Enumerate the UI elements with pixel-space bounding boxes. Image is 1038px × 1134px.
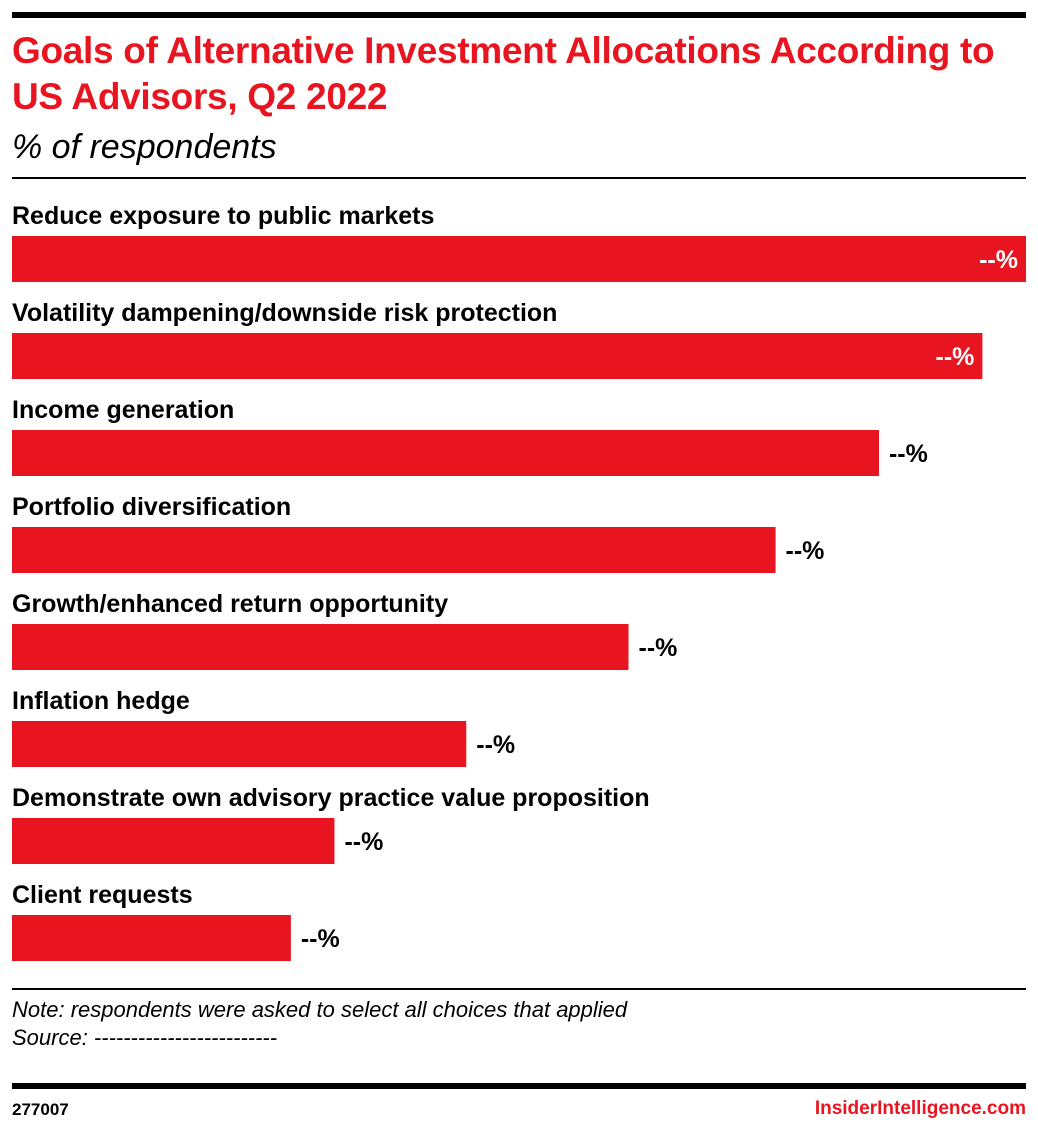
bar bbox=[12, 333, 983, 379]
chart-title: Goals of Alternative Investment Allocati… bbox=[12, 30, 995, 117]
value-label: --% bbox=[979, 246, 1018, 274]
value-label: --% bbox=[786, 537, 825, 565]
bar bbox=[12, 236, 1026, 282]
header-rule bbox=[12, 177, 1026, 179]
top-rule bbox=[12, 12, 1026, 18]
bar-chart: Reduce exposure to public markets --% Vola… bbox=[12, 202, 1026, 961]
bar bbox=[12, 818, 335, 864]
category-label: Client requests bbox=[12, 881, 193, 909]
category-label: Reduce exposure to public markets bbox=[12, 202, 434, 230]
chart-id: 277007 bbox=[12, 1100, 69, 1119]
bar bbox=[12, 721, 467, 767]
chart-source: Source: ------------------------- bbox=[12, 1025, 278, 1050]
value-label: --% bbox=[476, 731, 515, 759]
chart-subtitle: % of respondents bbox=[12, 128, 277, 166]
brand-link[interactable]: InsiderIntelligence.com bbox=[814, 1098, 1026, 1119]
category-label: Income generation bbox=[12, 396, 234, 424]
bar bbox=[12, 624, 629, 670]
category-label: Volatility dampening/downside risk prote… bbox=[12, 299, 557, 327]
footer-rule bbox=[12, 988, 1026, 990]
bar bbox=[12, 915, 291, 961]
bar bbox=[12, 430, 879, 476]
category-label: Demonstrate own advisory practice value … bbox=[12, 784, 650, 812]
bar bbox=[12, 527, 776, 573]
value-label: --% bbox=[344, 828, 383, 856]
value-label: --% bbox=[301, 925, 340, 953]
value-label: --% bbox=[936, 343, 975, 371]
category-label: Portfolio diversification bbox=[12, 493, 291, 521]
category-label: Inflation hedge bbox=[12, 687, 190, 715]
category-label: Growth/enhanced return opportunity bbox=[12, 590, 448, 618]
bottom-rule bbox=[12, 1083, 1026, 1089]
value-label: --% bbox=[889, 440, 928, 468]
value-label: --% bbox=[639, 634, 678, 662]
chart-note: Note: respondents were asked to select a… bbox=[12, 997, 628, 1022]
